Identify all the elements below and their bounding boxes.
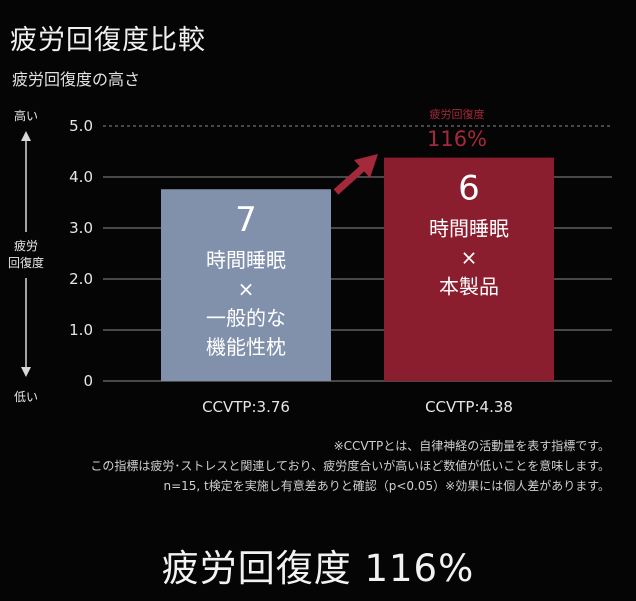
axis-low-label: 低い [14, 390, 38, 404]
bar-label-line: 時間睡眠 [206, 248, 286, 272]
rise-arrow-shaft [333, 163, 368, 195]
chart-subtitle: 疲労回復度の高さ [12, 70, 141, 89]
rise-arrow-head [354, 154, 378, 178]
bar-number: 6 [458, 169, 480, 209]
bar-label-line: × [238, 277, 255, 301]
bar-label-line: 機能性枕 [206, 335, 286, 359]
annotation-value: 116% [427, 127, 487, 151]
footnote-line: この指標は疲労･ストレスと関連しており、疲労度合いが高いほど数値が低いことを意味… [90, 459, 610, 473]
bar-label-line: 一般的な [206, 306, 286, 330]
y-tick-label: 5.0 [69, 117, 93, 135]
bar [161, 189, 331, 381]
summary-headline: 疲労回復度 116% [161, 547, 475, 590]
y-axis-label: 回復度 [8, 255, 44, 270]
x-tick-label: CCVTP:3.76 [202, 398, 290, 416]
up-arrow-icon [21, 131, 31, 141]
annotation-label: 疲労回復度 [430, 107, 485, 121]
y-tick-label: 1.0 [69, 321, 93, 339]
bar-label-line: 本製品 [439, 275, 499, 299]
bar [384, 157, 554, 381]
footnotes: ※CCVTPとは、自律神経の活動量を表す指標です。 この指標は疲労･ストレスと関… [90, 436, 610, 496]
rise-arrow-icon [333, 154, 378, 195]
bar-label-line: 時間睡眠 [429, 217, 509, 241]
y-tick-label: 3.0 [69, 219, 93, 237]
bar-label-line: × [461, 246, 478, 270]
y-tick-label: 0 [83, 372, 93, 390]
x-tick-label: CCVTP:4.38 [425, 398, 513, 416]
axis-high-label: 高い [14, 108, 38, 123]
y-tick-label: 4.0 [69, 168, 93, 186]
footnote-line: n=15, t検定を実施し有意差ありと確認（p<0.05）※効果には個人差があり… [163, 479, 610, 493]
y-tick-label: 2.0 [69, 270, 93, 288]
y-axis-label: 疲労 [14, 238, 38, 253]
bar-number: 7 [235, 200, 257, 240]
page-title: 疲労回復度比較 [10, 25, 206, 56]
footnote-line: ※CCVTPとは、自律神経の活動量を表す指標です。 [333, 439, 610, 453]
down-arrow-icon [21, 367, 31, 377]
